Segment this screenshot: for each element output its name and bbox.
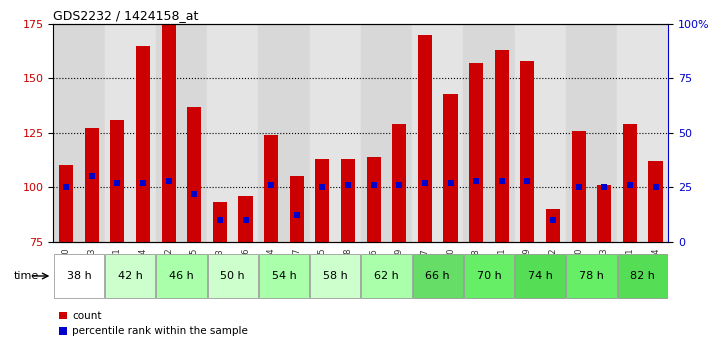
Bar xyxy=(258,24,309,241)
FancyBboxPatch shape xyxy=(618,254,668,298)
Text: 74 h: 74 h xyxy=(528,271,552,281)
FancyBboxPatch shape xyxy=(54,254,104,298)
Bar xyxy=(110,120,124,242)
Bar xyxy=(264,135,278,242)
Bar xyxy=(161,22,176,241)
FancyBboxPatch shape xyxy=(208,254,258,298)
Legend: count, percentile rank within the sample: count, percentile rank within the sample xyxy=(58,311,248,336)
Bar xyxy=(572,131,586,242)
Bar xyxy=(360,24,412,241)
Bar xyxy=(392,124,406,241)
Bar xyxy=(136,46,150,242)
FancyBboxPatch shape xyxy=(105,254,155,298)
FancyBboxPatch shape xyxy=(464,254,514,298)
Bar xyxy=(597,185,611,242)
Bar xyxy=(418,35,432,242)
Text: 62 h: 62 h xyxy=(374,271,399,281)
Text: 38 h: 38 h xyxy=(67,271,91,281)
Bar xyxy=(238,196,252,241)
Bar xyxy=(213,203,227,242)
Text: 46 h: 46 h xyxy=(169,271,194,281)
Bar xyxy=(156,24,207,241)
FancyBboxPatch shape xyxy=(567,254,616,298)
Bar xyxy=(464,24,515,241)
Bar xyxy=(53,24,105,241)
Bar xyxy=(648,161,663,242)
Text: 50 h: 50 h xyxy=(220,271,245,281)
Bar xyxy=(444,94,458,241)
Bar xyxy=(520,61,535,241)
FancyBboxPatch shape xyxy=(361,254,412,298)
Bar xyxy=(187,107,201,242)
Bar xyxy=(617,24,668,241)
Bar xyxy=(105,24,156,241)
FancyBboxPatch shape xyxy=(515,254,565,298)
Bar xyxy=(309,24,360,241)
Bar xyxy=(367,157,380,241)
Text: 58 h: 58 h xyxy=(323,271,348,281)
FancyBboxPatch shape xyxy=(259,254,309,298)
Text: 70 h: 70 h xyxy=(476,271,501,281)
Bar xyxy=(546,209,560,242)
Bar xyxy=(623,124,637,241)
Text: time: time xyxy=(14,271,39,281)
Bar xyxy=(515,24,566,241)
Bar xyxy=(566,24,617,241)
Bar xyxy=(469,63,483,241)
Bar xyxy=(207,24,258,241)
Text: 54 h: 54 h xyxy=(272,271,296,281)
Text: 66 h: 66 h xyxy=(425,271,450,281)
Text: 78 h: 78 h xyxy=(579,271,604,281)
Bar xyxy=(495,50,509,241)
Bar xyxy=(316,159,329,242)
Bar xyxy=(412,24,464,241)
Bar xyxy=(59,165,73,242)
FancyBboxPatch shape xyxy=(156,254,207,298)
Text: GDS2232 / 1424158_at: GDS2232 / 1424158_at xyxy=(53,9,198,22)
Text: 42 h: 42 h xyxy=(118,271,143,281)
FancyBboxPatch shape xyxy=(412,254,463,298)
Text: 82 h: 82 h xyxy=(630,271,655,281)
Bar xyxy=(289,176,304,242)
Bar xyxy=(85,128,99,242)
Bar xyxy=(341,159,355,242)
FancyBboxPatch shape xyxy=(310,254,360,298)
